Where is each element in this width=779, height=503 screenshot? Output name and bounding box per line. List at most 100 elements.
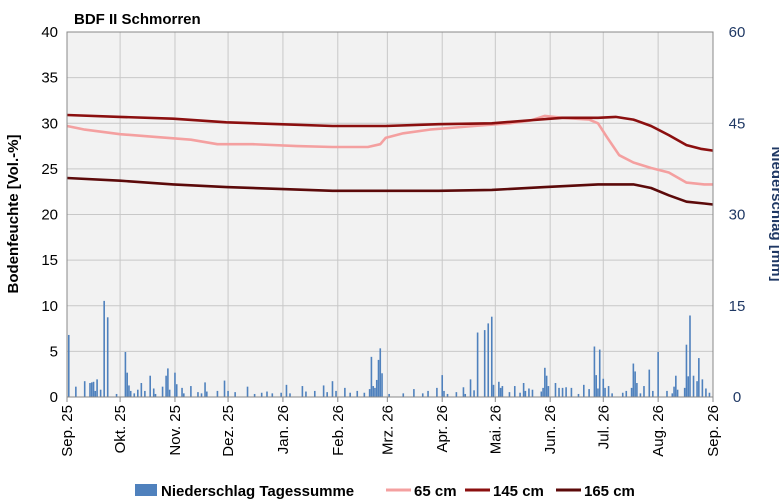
precipitation-bar	[124, 351, 127, 397]
precipitation-bar	[161, 386, 164, 397]
precipitation-bar	[636, 383, 638, 397]
precipitation-bar	[671, 393, 674, 397]
precipitation-bar	[708, 392, 711, 397]
legend: Niederschlag Tagessumme 65 cm 145 cm 165…	[135, 483, 635, 500]
precipitation-bar	[542, 387, 544, 397]
precipitation-bar	[499, 387, 502, 397]
precipitation-bar	[92, 381, 95, 397]
x-tick-label: Jul. 26	[595, 405, 612, 449]
x-tick-label: Dez. 25	[220, 405, 237, 457]
precipitation-bar	[443, 390, 445, 397]
precipitation-bar	[375, 379, 378, 397]
precipitation-bars	[67, 300, 711, 397]
precipitation-bar	[223, 380, 226, 397]
precipitation-bar	[666, 390, 668, 397]
precipitation-bar	[583, 384, 585, 397]
precipitation-bar	[705, 388, 707, 397]
precipitation-bar	[508, 392, 511, 397]
x-tick-label: Sep. 26	[705, 405, 722, 457]
precipitation-bar	[200, 393, 203, 397]
y-tick-label: 20	[41, 207, 58, 224]
precipitation-bar	[197, 392, 199, 397]
precipitation-bar	[271, 393, 274, 397]
precipitation-bar	[388, 393, 390, 397]
precipitation-bar	[607, 386, 610, 397]
precipitation-bar	[103, 300, 105, 397]
moisture-lines	[66, 113, 714, 206]
precipitation-bar	[441, 375, 444, 397]
precipitation-bar	[625, 390, 628, 397]
precipitation-bar	[540, 391, 543, 397]
precipitation-bar	[524, 390, 527, 397]
precipitation-bar	[204, 382, 206, 397]
precipitation-bar	[687, 376, 690, 397]
x-tick-label: Nov. 25	[167, 405, 184, 456]
precipitation-bar	[372, 386, 374, 397]
precipitation-bar	[558, 387, 560, 397]
precipitation-bar	[106, 317, 109, 397]
precipitation-bar	[648, 369, 651, 397]
precipitation-bar	[126, 372, 128, 397]
x-tick-label: Feb. 26	[330, 405, 347, 456]
legend-label-165cm: 165 cm	[584, 483, 635, 500]
precipitation-bar	[379, 348, 382, 397]
precipitation-bar	[322, 385, 325, 397]
precipitation-bar	[363, 392, 366, 397]
precipitation-bar	[476, 332, 479, 397]
precipitation-bar	[266, 391, 268, 397]
precipitation-bar	[469, 379, 472, 397]
precipitation-bar	[597, 388, 599, 397]
precipitation-bar	[685, 344, 688, 397]
precipitation-bar	[554, 383, 557, 397]
precipitation-bar	[490, 316, 493, 397]
precipitation-bar	[577, 393, 580, 397]
plot-frame	[66, 31, 714, 398]
precipitation-bar	[183, 393, 185, 397]
left-axis-ticks: 0 5 10 15 20 25 30 35 40	[41, 24, 58, 406]
precipitation-bar	[421, 393, 424, 397]
y2-tick-label: 15	[729, 298, 746, 315]
precipitation-bar	[675, 375, 677, 397]
precipitation-bar	[349, 392, 351, 397]
precipitation-bar	[588, 389, 590, 397]
precipitation-bar	[94, 390, 97, 397]
precipitation-bar	[90, 382, 93, 397]
precipitation-bar	[544, 367, 546, 397]
precipitation-bar	[498, 381, 500, 397]
precipitation-bar	[190, 386, 192, 397]
precipitation-bar	[154, 393, 157, 397]
precipitation-bar	[313, 390, 316, 397]
precipitation-bar	[280, 392, 282, 397]
y2-tick-label: 45	[729, 115, 746, 132]
precipitation-bar	[402, 393, 405, 397]
precipitation-bar	[216, 390, 219, 397]
series-line-65cm	[66, 114, 713, 186]
precipitation-bar	[133, 393, 136, 397]
precipitation-bar	[344, 387, 346, 397]
precipitation-bar	[446, 393, 449, 397]
precipitation-bar	[370, 356, 373, 397]
precipitation-bar	[528, 388, 530, 397]
x-tick-label: Jan. 26	[275, 405, 292, 454]
precipitation-bar	[152, 388, 155, 397]
precipitation-bar	[96, 379, 98, 397]
series-line-165cm	[66, 176, 714, 206]
series-line-145cm	[66, 113, 714, 152]
precipitation-bar	[657, 351, 659, 397]
precipitation-bar	[487, 323, 490, 397]
precipitation-bar	[129, 390, 132, 397]
legend-label-precipitation: Niederschlag Tagessumme	[161, 483, 354, 500]
y-tick-label: 5	[50, 343, 58, 360]
y-tick-label: 10	[41, 298, 58, 315]
precipitation-bar	[501, 386, 504, 397]
precipitation-bar	[374, 387, 376, 397]
precipitation-bar	[149, 375, 151, 397]
precipitation-bar	[115, 393, 118, 397]
right-axis-label: Niederschlag [mm]	[768, 146, 779, 281]
precipitation-bar	[492, 384, 495, 397]
x-axis-ticks: Sep. 25 Okt. 25 Nov. 25 Dez. 25 Jan. 26 Feb. …	[59, 397, 722, 457]
precipitation-bar	[253, 393, 256, 397]
precipitation-bar	[545, 375, 548, 397]
x-tick-label: Apr. 26	[434, 405, 451, 453]
